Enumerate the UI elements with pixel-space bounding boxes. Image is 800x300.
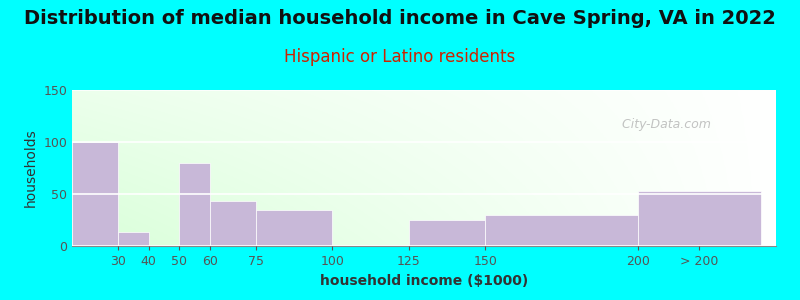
- Bar: [638, 191, 761, 246]
- Text: City-Data.com: City-Data.com: [614, 118, 711, 131]
- Bar: [409, 220, 486, 246]
- Bar: [72, 142, 118, 246]
- Text: Hispanic or Latino residents: Hispanic or Latino residents: [284, 48, 516, 66]
- Text: Distribution of median household income in Cave Spring, VA in 2022: Distribution of median household income …: [24, 9, 776, 28]
- Bar: [210, 201, 256, 246]
- Y-axis label: households: households: [24, 129, 38, 207]
- Bar: [256, 210, 332, 246]
- X-axis label: household income ($1000): household income ($1000): [320, 274, 528, 288]
- Bar: [486, 215, 638, 246]
- Bar: [118, 232, 149, 246]
- Bar: [179, 163, 210, 246]
